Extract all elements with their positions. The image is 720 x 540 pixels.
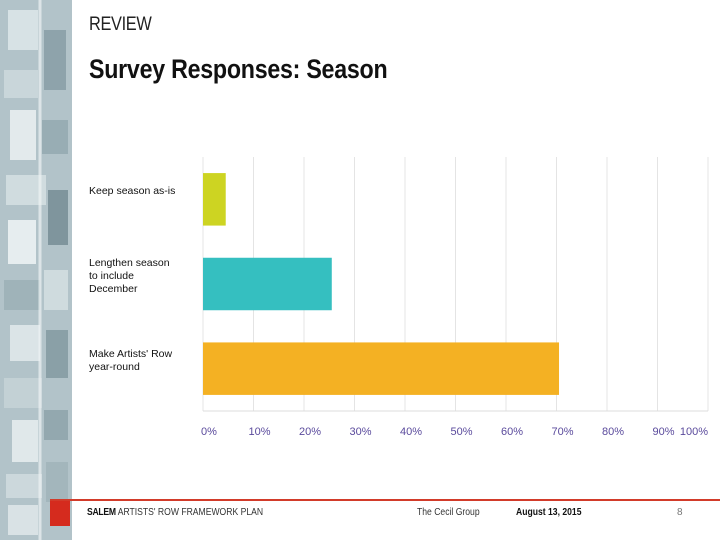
footer-rule — [50, 499, 720, 501]
slide-header: REVIEW — [89, 14, 689, 36]
footer-accent-block — [50, 501, 70, 526]
x-tick-label: 60% — [501, 426, 523, 438]
section-label: REVIEW — [89, 14, 152, 35]
category-label: Keep season as-is — [89, 184, 176, 197]
x-tick-label: 20% — [299, 426, 321, 438]
footer-firm: The Cecil Group — [417, 507, 480, 518]
aerial-photo-strip — [0, 0, 72, 540]
footer-plan-name: ARTISTS' ROW FRAMEWORK PLAN — [117, 507, 264, 518]
x-tick-label: 50% — [450, 426, 472, 438]
x-tick-label: 80% — [602, 426, 624, 438]
footer-plan: SALEM ARTISTS' ROW FRAMEWORK PLAN — [87, 507, 263, 518]
bar — [203, 342, 560, 395]
x-tick-label: 90% — [652, 426, 674, 438]
footer-date: August 13, 2015 — [516, 507, 582, 518]
page-number: 8 — [677, 507, 683, 518]
slide-title: Survey Responses: Season — [89, 54, 388, 84]
category-label: Make Artists' Row year-round — [89, 347, 173, 373]
x-tick-label: 10% — [248, 426, 270, 438]
bar — [203, 173, 226, 226]
x-tick-label: 70% — [551, 426, 573, 438]
category-label: Lengthen season to include December — [89, 256, 170, 295]
x-tick-label: 100% — [680, 426, 708, 438]
x-tick-label: 40% — [400, 426, 422, 438]
x-tick-label: 0% — [201, 426, 217, 438]
footer-brand: SALEM — [87, 507, 116, 518]
bar — [203, 257, 332, 311]
x-tick-label: 30% — [349, 426, 371, 438]
